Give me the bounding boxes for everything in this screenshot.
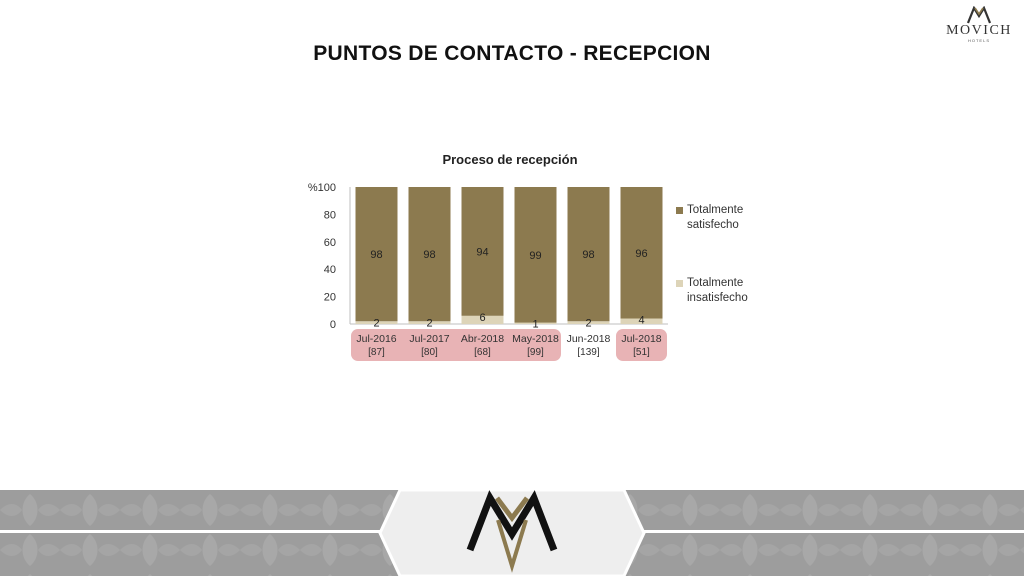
bar-insatisfecho: [461, 315, 504, 324]
bar-insatisfecho: [408, 321, 451, 324]
bar-insatisfecho: [514, 322, 557, 324]
footer-logo-icon: [466, 490, 558, 573]
sample-size-label: [51]: [633, 347, 650, 358]
sample-size-label: [80]: [421, 347, 438, 358]
x-tick-label: Jul-2016: [356, 333, 396, 345]
bar-insatisfecho: [620, 318, 663, 324]
x-tick-label: May-2018: [512, 333, 559, 345]
y-tick-label: 20: [324, 292, 336, 304]
sample-size-label: [139]: [577, 347, 599, 358]
x-tick-label: Jul-2017: [409, 333, 449, 345]
y-tick-label: 60: [324, 237, 336, 249]
brand-mark-icon: [967, 6, 991, 24]
y-tick-label: %100: [308, 182, 336, 194]
data-label-satisfecho: 98: [370, 249, 382, 261]
data-label-satisfecho: 98: [582, 249, 594, 261]
stacked-bar-chart: Proceso de recepción 0 20 40 60 80 %100 98 2 Jul-…: [308, 152, 748, 361]
data-label-satisfecho: 99: [529, 250, 541, 262]
legend-label-insatisfecho-2: insatisfecho: [687, 292, 748, 304]
brand-sub: HOTELS: [967, 38, 990, 43]
data-label-insatisfecho: 6: [479, 312, 485, 324]
category-highlight: [616, 329, 667, 361]
chart-title: Proceso de recepción: [442, 152, 577, 167]
bar-satisfecho: [620, 187, 663, 319]
data-label-satisfecho: 98: [423, 249, 435, 261]
legend-swatch-satisfecho: [676, 207, 683, 214]
sample-size-label: [99]: [527, 347, 544, 358]
bar-insatisfecho: [355, 321, 398, 324]
legend-label-satisfecho-2: satisfecho: [687, 219, 739, 231]
legend-swatch-insatisfecho: [676, 280, 683, 287]
category-highlight: [351, 329, 561, 361]
y-tick-label: 40: [324, 264, 336, 276]
footer-banner: [0, 490, 1024, 576]
x-tick-label: Abr-2018: [461, 333, 504, 345]
data-label-insatisfecho: 4: [638, 315, 644, 327]
legend-label-insatisfecho-1: Totalmente: [687, 277, 743, 289]
data-label-insatisfecho: 1: [532, 319, 538, 331]
legend-label-satisfecho-1: Totalmente: [687, 204, 743, 216]
sample-size-label: [87]: [368, 347, 385, 358]
bar-insatisfecho: [567, 321, 610, 324]
brand-logo: MOVICH HOTELS: [944, 6, 1014, 46]
data-label-insatisfecho: 2: [426, 317, 432, 329]
bar-satisfecho: [355, 187, 398, 322]
data-label-insatisfecho: 2: [373, 317, 379, 329]
brand-name: MOVICH: [946, 23, 1012, 38]
y-tick-label: 0: [330, 319, 336, 331]
y-tick-label: 80: [324, 209, 336, 221]
x-tick-label: Jul-2018: [621, 333, 661, 345]
data-label-insatisfecho: 2: [585, 317, 591, 329]
data-label-satisfecho: 96: [635, 248, 647, 260]
bar-satisfecho: [408, 187, 451, 322]
bar-satisfecho: [514, 187, 557, 323]
data-label-satisfecho: 94: [476, 246, 488, 258]
page-title: PUNTOS DE CONTACTO - RECEPCION: [313, 42, 711, 65]
footer-pattern: [0, 490, 1024, 576]
bar-satisfecho: [567, 187, 610, 322]
bar-satisfecho: [461, 187, 504, 316]
x-tick-label: Jun-2018: [567, 333, 611, 345]
sample-size-label: [68]: [474, 347, 491, 358]
